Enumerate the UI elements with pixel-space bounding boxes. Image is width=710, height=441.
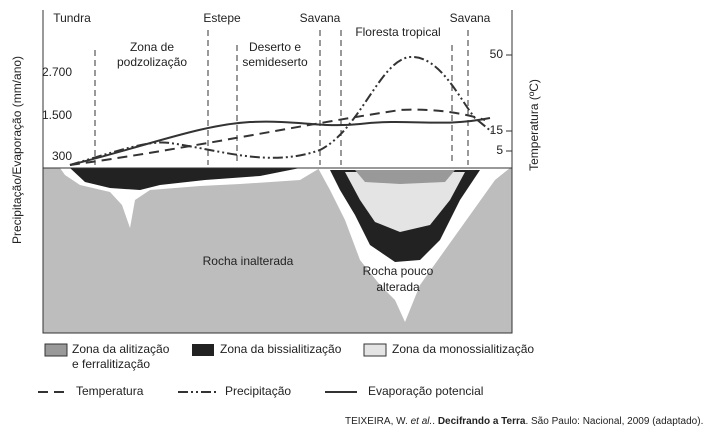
zone-label: Savana	[300, 11, 341, 25]
citation-sep: .	[432, 416, 438, 427]
rock-label: Rocha inalterada	[203, 254, 294, 268]
zone-label: Deserto e	[249, 40, 301, 54]
legend-swatch	[44, 343, 68, 357]
tick-label: 15	[490, 123, 504, 137]
legend-label: Temperatura	[76, 384, 144, 398]
citation-author: TEIXEIRA, W.	[345, 416, 411, 427]
legend-label: Precipitação	[225, 384, 291, 398]
zone-dividers	[94, 30, 469, 165]
citation-etal: et al.	[411, 416, 433, 427]
citation-rest: . São Paulo: Nacional, 2009 (adaptado).	[525, 416, 703, 427]
legend-label: Evaporação potencial	[368, 384, 483, 398]
evaporation-curve	[69, 117, 491, 166]
precipitation-curve	[69, 55, 493, 166]
legend-swatch	[192, 344, 214, 356]
zone-label: podzolização	[117, 55, 187, 69]
legend-label: Zona da monossialitização	[392, 342, 534, 356]
legend-swatch	[363, 343, 387, 357]
bissialitization-left	[70, 168, 300, 190]
zone-label: Savana	[450, 11, 491, 25]
legend-label: Zona da bissialitização	[220, 342, 342, 356]
legend-label: Zona da alitização	[72, 342, 170, 356]
right-axis-label: Temperatura (ºC)	[527, 79, 541, 171]
temperature-curve	[69, 108, 486, 166]
monossialitization	[345, 172, 465, 232]
legend-label: e ferralitização	[72, 357, 150, 371]
left-axis-label: Precipitação/Evaporação (mm/ano)	[10, 56, 24, 244]
zone-label: Floresta tropical	[355, 25, 440, 39]
tick-label: 50	[490, 47, 504, 61]
tick-label: 300	[52, 149, 72, 163]
right-ticks	[506, 54, 512, 152]
tick-label: 1.500	[42, 108, 72, 122]
tick-label: 5	[496, 143, 503, 157]
rock-label: alterada	[376, 280, 420, 294]
citation: TEIXEIRA, W. et al.. Decifrando a Terra.…	[345, 416, 703, 427]
zone-label: Tundra	[53, 11, 91, 25]
citation-title: Decifrando a Terra	[438, 416, 526, 427]
zone-label: Zona de	[130, 40, 174, 54]
tick-label: 2.700	[42, 65, 72, 79]
alitization	[355, 170, 455, 184]
zone-label: semideserto	[242, 55, 308, 69]
rock-label: Rocha pouco	[363, 264, 434, 278]
zone-label: Estepe	[203, 11, 241, 25]
